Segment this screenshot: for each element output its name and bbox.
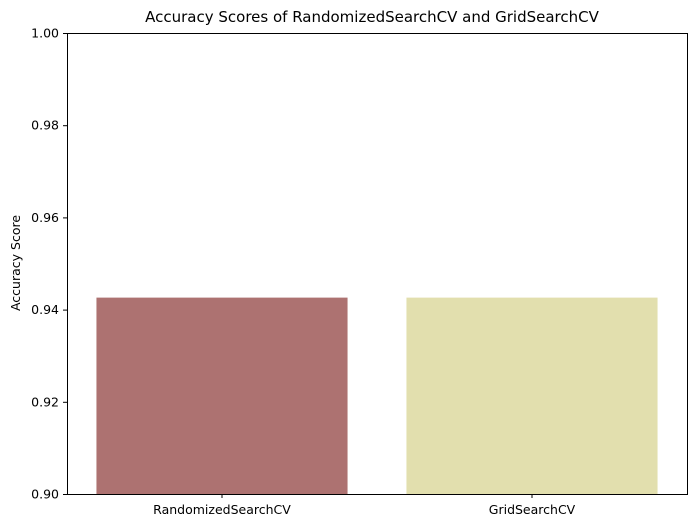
bars-layer [96, 297, 658, 494]
x-tick-label: GridSearchCV [489, 502, 576, 517]
chart-title: Accuracy Scores of RandomizedSearchCV an… [145, 8, 599, 26]
bar-randomizedsearchcv [96, 297, 348, 494]
y-tick-label: 0.92 [31, 394, 59, 409]
y-axis-label: Accuracy Score [8, 215, 23, 311]
y-tick-label: 0.94 [31, 302, 59, 317]
y-tick-label: 0.96 [31, 210, 59, 225]
y-tick-label: 0.98 [31, 118, 59, 133]
y-axis-ticks: 0.90 0.92 0.94 0.96 0.98 1.00 [31, 26, 67, 502]
y-tick-label: 1.00 [31, 26, 59, 41]
y-tick-label: 0.90 [31, 487, 59, 502]
plot-frame [67, 33, 688, 495]
x-tick-label: RandomizedSearchCV [153, 502, 291, 517]
bar-gridsearchcv [406, 297, 658, 494]
x-axis-ticks: RandomizedSearchCV GridSearchCV [153, 494, 576, 517]
